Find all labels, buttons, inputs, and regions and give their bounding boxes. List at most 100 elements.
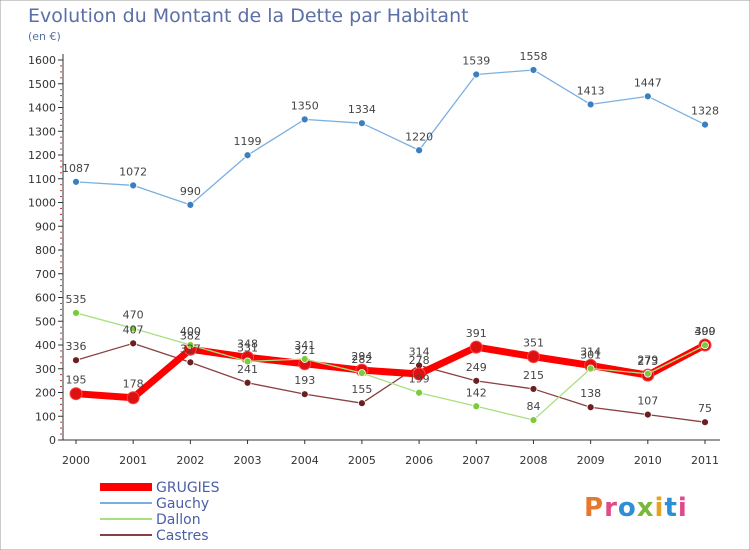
- y-tick-label: 600: [35, 292, 56, 305]
- data-point-grugies: [69, 387, 83, 401]
- data-label-castres: 138: [580, 387, 601, 400]
- x-tick-label: 2004: [291, 454, 319, 467]
- data-label-gauchy: 1447: [634, 76, 662, 89]
- y-tick-label: 100: [35, 410, 56, 423]
- data-label-grugies: 278: [409, 354, 430, 367]
- data-point-dallon: [186, 341, 195, 349]
- series-layer: [69, 66, 712, 427]
- data-label-gauchy: 1328: [691, 105, 719, 118]
- data-label-grugies: 382: [180, 329, 201, 342]
- x-tick-label: 2010: [634, 454, 662, 467]
- series-line-gauchy: [75, 69, 706, 206]
- y-tick-label: 1400: [28, 102, 56, 115]
- data-label-dallon: 399: [695, 325, 716, 338]
- y-tick-label: 700: [35, 268, 56, 281]
- data-label-dallon: 282: [351, 353, 372, 366]
- proxiti-logo: Proxiti: [584, 493, 688, 523]
- legend-label: Gauchy: [156, 496, 209, 512]
- data-label-gauchy: 1220: [405, 130, 433, 143]
- data-point-dallon: [358, 369, 366, 377]
- x-tick-label: 2011: [691, 454, 719, 467]
- data-label-castres: 75: [698, 402, 712, 415]
- data-point-castres: [129, 339, 138, 348]
- series-line-dallon: [75, 312, 706, 421]
- data-label-grugies: 294: [351, 350, 372, 363]
- data-point-grugies: [412, 367, 426, 381]
- data-label-castres: 241: [237, 363, 258, 376]
- data-point-castres: [586, 403, 595, 412]
- legend-item-dallon: Dallon: [100, 512, 201, 528]
- x-tick-label: 2001: [119, 454, 147, 467]
- y-tick-label: 300: [35, 363, 56, 376]
- logo-text: Proxiti: [584, 493, 688, 523]
- data-label-castres: 336: [66, 340, 87, 353]
- data-point-grugies: [526, 350, 540, 364]
- data-point-dallon: [415, 388, 423, 397]
- data-label-gauchy: 1350: [291, 99, 319, 112]
- data-label-grugies: 178: [123, 378, 144, 391]
- data-label-grugies: 400: [695, 325, 716, 338]
- data-label-gauchy: 1539: [462, 54, 490, 67]
- data-point-dallon: [129, 324, 138, 333]
- data-label-grugies: 351: [523, 337, 544, 350]
- data-point-gauchy: [186, 200, 195, 209]
- data-label-castres: 314: [409, 345, 430, 358]
- y-tick-label: 1100: [28, 173, 56, 186]
- data-label-dallon: 341: [294, 339, 315, 352]
- y-tick-label: 1200: [28, 149, 56, 162]
- data-label-castres: 327: [180, 342, 201, 355]
- data-label-gauchy: 990: [180, 185, 201, 198]
- data-point-dallon: [529, 416, 538, 424]
- legend-label: GRUGIES: [156, 480, 220, 496]
- data-point-castres: [186, 358, 195, 367]
- x-tick-label: 2005: [348, 454, 376, 467]
- chart-title: Evolution du Montant de la Dette par Hab…: [28, 5, 469, 27]
- data-point-gauchy: [300, 115, 309, 124]
- legend-label: Dallon: [156, 512, 201, 528]
- data-point-castres: [472, 376, 481, 385]
- chart-subtitle: (en €): [28, 30, 61, 43]
- legend-item-gauchy: Gauchy: [100, 496, 209, 512]
- data-point-gauchy: [586, 100, 595, 109]
- series-line-grugies: [72, 341, 709, 402]
- x-tick-label: 2008: [519, 454, 547, 467]
- x-tick-label: 2002: [176, 454, 204, 467]
- data-label-dallon: 331: [237, 341, 258, 354]
- data-label-castres: 155: [351, 383, 372, 396]
- data-label-grugies: 321: [294, 344, 315, 357]
- data-label-castres: 215: [523, 369, 544, 382]
- series-castres: [72, 339, 709, 427]
- data-point-dallon: [643, 369, 652, 378]
- data-point-grugies: [126, 391, 140, 405]
- data-label-gauchy: 1072: [119, 165, 147, 178]
- y-tick-label: 500: [35, 315, 56, 328]
- data-label-dallon: 142: [466, 386, 487, 399]
- data-point-grugies: [469, 340, 483, 354]
- data-label-dallon: 535: [66, 293, 87, 306]
- y-tick-label: 1000: [28, 197, 56, 210]
- data-point-castres: [643, 410, 652, 419]
- data-point-gauchy: [472, 70, 481, 79]
- y-tick-label: 0: [49, 434, 56, 447]
- series-dallon: [72, 309, 709, 424]
- data-point-castres: [300, 390, 309, 399]
- data-label-castres: 107: [637, 395, 658, 408]
- data-label-castres: 249: [466, 361, 487, 374]
- data-label-dallon: 279: [637, 354, 658, 367]
- x-tick-label: 2009: [577, 454, 605, 467]
- data-point-gauchy: [529, 66, 538, 74]
- x-tick-label: 2003: [234, 454, 262, 467]
- y-tick-label: 400: [35, 339, 56, 352]
- data-point-gauchy: [243, 151, 252, 160]
- data-point-gauchy: [358, 119, 366, 128]
- data-point-dallon: [300, 355, 309, 363]
- data-point-castres: [358, 399, 366, 408]
- data-label-grugies: 348: [237, 337, 258, 350]
- legend-item-grugies: GRUGIES: [100, 480, 220, 496]
- data-point-dallon: [586, 364, 595, 373]
- data-point-dallon: [72, 309, 80, 317]
- data-label-grugies: 273: [637, 355, 658, 368]
- y-tick-label: 800: [35, 244, 56, 257]
